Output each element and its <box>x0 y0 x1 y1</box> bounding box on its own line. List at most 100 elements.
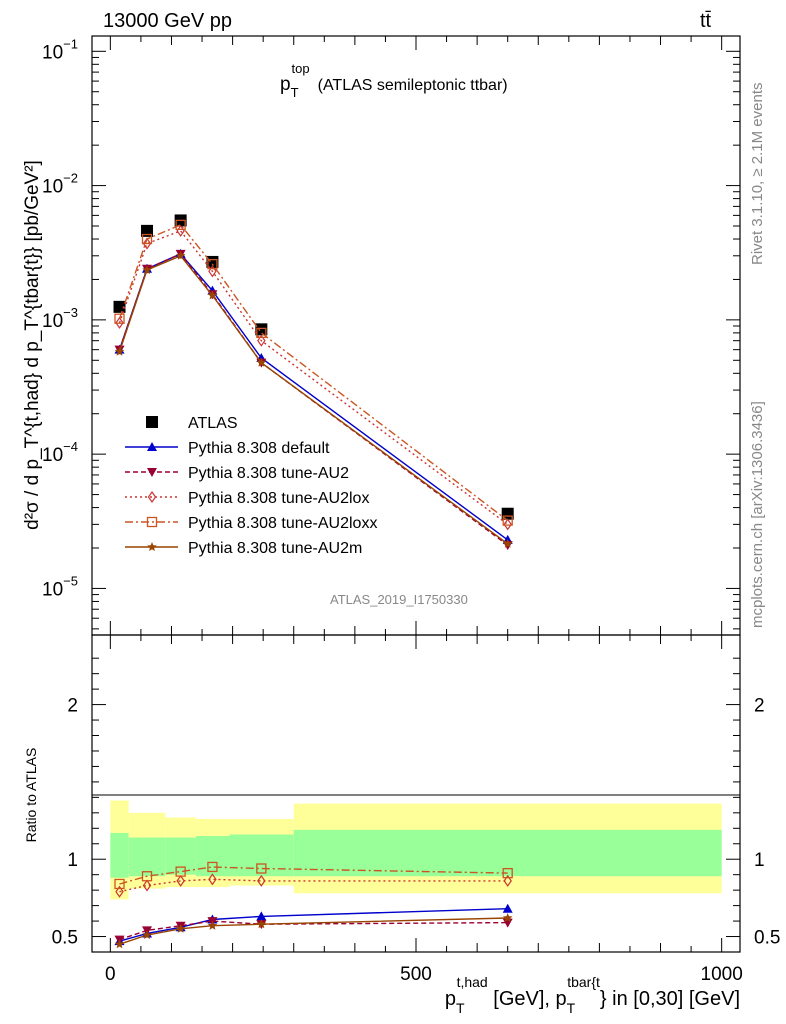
ratio-frame <box>91 634 741 953</box>
ratio-ytick-label-right: 1 <box>754 850 765 871</box>
legend-label: ATLAS <box>188 415 238 432</box>
main-panel: pTtop (ATLAS semileptonic ttbar) ATLAS_20… <box>42 35 741 636</box>
data-point <box>115 316 124 329</box>
xlabel-end: } in [0,30] [GeV] <box>600 988 740 1010</box>
ratio-line <box>119 908 508 942</box>
series-line <box>118 254 509 545</box>
legend: ATLAS Pythia 8.308 default Pythia 8.308 tu… <box>125 415 377 557</box>
xlabel-sub1: T <box>456 1000 465 1016</box>
legend-label: Pythia 8.308 tune-AU2 <box>188 465 349 482</box>
main-ytick-mantissa: 10 <box>42 311 63 332</box>
rivet-label: Rivet 3.1.10, ≥ 2.1M events <box>749 83 766 266</box>
ratio-point <box>503 874 512 887</box>
main-ytick-exp: −1 <box>63 36 78 51</box>
ratio-point <box>207 920 218 930</box>
xlabel-sup2: tbar{t <box>567 974 600 990</box>
main-ytick-label: 10−4 <box>42 439 78 466</box>
data-point <box>502 515 513 526</box>
data-point <box>142 237 152 250</box>
title-text: (ATLAS semileptonic ttbar) <box>318 77 508 94</box>
ratio-ylabel: Ratio to ATLAS <box>23 748 39 843</box>
watermark: ATLAS_2019_I1750330 <box>330 592 468 607</box>
data-point <box>207 258 218 270</box>
legend-label: Pythia 8.308 default <box>188 440 330 457</box>
ratio-point <box>502 913 513 922</box>
data-point <box>257 334 266 347</box>
ratio-point <box>502 903 513 913</box>
main-ytick-mantissa: 10 <box>42 177 63 198</box>
title-symbol: p <box>280 74 291 95</box>
data-point <box>503 518 512 531</box>
xlabel-sub2: T <box>567 1000 576 1016</box>
series-line <box>118 224 509 522</box>
data-point <box>114 313 125 324</box>
band-stat <box>128 837 166 877</box>
ratio-point <box>142 930 152 939</box>
main-ytick-mantissa: 10 <box>42 445 63 466</box>
x-tick-label: 1000 <box>701 964 743 985</box>
ratio-series-pythia-8-308-tune-au2loxx <box>114 861 513 890</box>
legend-entry: Pythia 8.308 tune-AU2 <box>125 465 349 482</box>
series-pythia-8-308-tune-au2m <box>114 250 513 548</box>
ratio-ytick-label: 1 <box>67 850 78 871</box>
ratio-panel: 0.5 0.5 1 1 2 2 0 500 1000 <box>52 634 780 985</box>
data-point <box>142 265 152 275</box>
ratio-point <box>257 874 266 887</box>
ratio-series-pythia-8-308-tune-au2 <box>114 917 513 945</box>
xlabel-p2: p <box>556 988 567 1010</box>
ratio-point <box>207 861 218 873</box>
series-pythia-8-308-tune-au2lox <box>115 224 512 531</box>
data-point <box>141 224 154 237</box>
title-sup: top <box>292 61 310 76</box>
ratio-point <box>502 867 513 879</box>
legend-entry: Pythia 8.308 tune-AU2lox <box>125 490 369 507</box>
ratio-point <box>256 919 267 929</box>
ratio-line <box>119 920 508 941</box>
legend-marker <box>147 542 157 551</box>
band-stat <box>165 837 196 875</box>
legend-label: Pythia 8.308 tune-AU2lox <box>188 490 369 507</box>
legend-entry: Pythia 8.308 default <box>125 440 330 457</box>
title-sub: T <box>291 85 299 100</box>
data-point <box>256 327 267 339</box>
data-point <box>256 357 267 367</box>
data-point <box>114 346 125 356</box>
x-axis-label: pTt,had [GeV], pTtbar{t} in [0,30] [GeV] <box>445 974 740 1016</box>
main-ytick-label: 10−1 <box>42 36 78 63</box>
main-ytick-exp: −3 <box>63 305 78 320</box>
legend-entry: ATLAS <box>146 415 238 432</box>
ratio-line <box>119 917 508 945</box>
data-point <box>208 265 217 278</box>
legend-marker <box>147 490 157 504</box>
xlabel-mid: [GeV], <box>488 988 556 1010</box>
data-point <box>141 233 153 245</box>
legend-entry: Pythia 8.308 tune-AU2m <box>125 540 362 557</box>
header-left: 13000 GeV pp <box>103 10 232 32</box>
legend-marker <box>147 442 157 451</box>
data-point <box>206 255 219 268</box>
ratio-ytick-label: 2 <box>67 696 78 717</box>
xlabel-sup1: t,had <box>457 974 488 990</box>
mcplots-label: mcplots.cern.ch [arXiv:1306.3436] <box>749 401 766 628</box>
legend-marker <box>147 468 157 477</box>
main-ytick-label: 10−3 <box>42 305 78 332</box>
ratio-series-pythia-8-308-tune-au2lox <box>115 873 512 898</box>
main-ylabel: d²σ / d p_T^{t,had} d p_T^{tbar{t}} [pb/… <box>22 160 43 530</box>
x-tick-label: 500 <box>400 964 432 985</box>
band-stat <box>229 834 294 877</box>
data-point <box>175 250 186 260</box>
ratio-point <box>141 871 153 882</box>
data-point <box>207 290 218 300</box>
band-stat <box>195 836 230 877</box>
legend-marker <box>146 416 158 428</box>
main-ytick-mantissa: 10 <box>42 42 63 63</box>
ratio-point <box>208 873 217 886</box>
legend-marker <box>146 516 158 528</box>
ratio-point <box>115 885 124 898</box>
main-ytick-exp: −5 <box>63 573 78 588</box>
ratio-point <box>142 879 152 892</box>
legend-entry: Pythia 8.308 tune-AU2loxx <box>125 515 377 532</box>
data-point <box>502 538 513 548</box>
ratio-ytick-label: 0.5 <box>52 928 78 949</box>
